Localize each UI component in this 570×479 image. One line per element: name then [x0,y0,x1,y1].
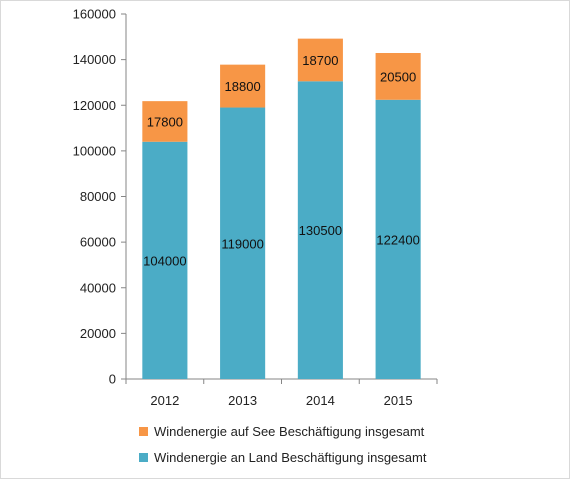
legend-swatch-onshore [139,452,148,462]
x-tick-label: 2014 [306,393,335,408]
y-axis: 0 20000 40000 60000 80000 100000 120000 140000 1… [73,7,127,387]
bars-group [142,38,421,380]
x-tick-label: 2013 [228,393,257,408]
bar-onshore [142,141,188,379]
stacked-bar-chart: 0 20000 40000 60000 80000 100000 120000 140000 1… [73,7,438,408]
bar-offshore [375,53,421,100]
bar-onshore [220,107,266,379]
data-label-offshore: 20500 [380,69,416,84]
bar-offshore [297,38,343,82]
legend-label-onshore: Windenergie an Land Beschäftigung insges… [154,449,427,465]
y-tick-label: 80000 [80,189,116,204]
bar-offshore [142,101,188,142]
bar-onshore [297,81,343,379]
y-tick-label: 140000 [73,52,116,67]
data-label-onshore: 130500 [299,223,342,238]
data-label-onshore: 119000 [221,236,263,251]
data-label-offshore: 18700 [302,53,338,68]
data-labels-group: 104000 17800 119000 18800 130500 18700 122400 2… [143,53,420,268]
y-tick-label: 100000 [73,143,116,158]
legend-item-onshore: Windenergie an Land Beschäftigung insges… [139,448,426,466]
data-label-offshore: 17800 [147,114,183,129]
data-label-offshore: 18800 [225,79,261,94]
x-tick-label: 2012 [150,393,179,408]
data-label-onshore: 122400 [376,232,419,247]
y-tick-label: 40000 [80,280,116,295]
legend-label-offshore: Windenergie auf See Beschäftigung insges… [154,423,425,439]
x-tick-label: 2015 [384,393,413,408]
y-tick-label: 120000 [73,98,116,113]
data-label-onshore: 104000 [143,253,186,268]
x-axis: 2012 2013 2014 2015 [125,378,438,408]
y-tick-label: 60000 [80,235,116,250]
y-tick-label: 0 [109,372,116,387]
y-tick-label: 20000 [80,326,116,341]
bar-offshore [220,64,266,108]
legend-swatch-offshore [139,426,148,436]
bar-onshore [375,99,421,380]
legend-item-offshore: Windenergie auf See Beschäftigung insges… [139,422,424,440]
y-tick-label: 160000 [73,7,116,22]
